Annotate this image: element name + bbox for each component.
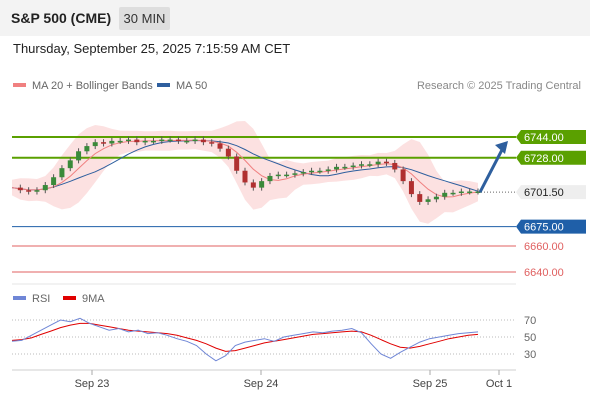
candle-body — [317, 170, 323, 173]
candle-body — [250, 182, 256, 188]
candle-body — [442, 192, 448, 197]
candle-body — [167, 139, 173, 142]
legend-9ma-label: 9MA — [82, 293, 105, 305]
rsi-swatch — [13, 296, 26, 301]
current-price-tag — [516, 185, 586, 200]
candle-body — [284, 174, 290, 177]
candle-body — [126, 139, 131, 142]
candle-body — [458, 191, 464, 194]
x-label-1: Sep 24 — [244, 378, 279, 390]
legend-ma50-label: MA 50 — [176, 80, 208, 92]
candle-body — [309, 170, 315, 173]
target-arrow-head — [495, 141, 508, 154]
level-6675-label: 6675.00 — [524, 222, 564, 234]
level-6744-label-tag — [516, 130, 586, 144]
timeframe-badge[interactable]: 30 MIN — [119, 7, 170, 30]
candle-body — [59, 168, 65, 178]
rsi-line — [11, 317, 479, 362]
ma9-swatch — [63, 296, 76, 301]
candle-body — [192, 139, 198, 142]
ma20-line — [11, 139, 479, 198]
candle-body — [76, 151, 82, 161]
candle-body — [117, 140, 123, 143]
candle-body — [292, 173, 298, 175]
candle-body — [259, 181, 265, 188]
candle-body — [200, 139, 206, 143]
candle-body — [408, 181, 414, 195]
candle-body — [300, 172, 306, 174]
candle-body — [367, 164, 373, 166]
candle-body — [359, 164, 364, 166]
legend-ma20-label: MA 20 + Bollinger Bands — [32, 80, 153, 92]
candle-body — [92, 142, 98, 147]
candle-body — [234, 156, 240, 171]
legend-rsi: RSI — [13, 293, 50, 305]
legend-ma20: MA 20 + Bollinger Bands — [13, 80, 153, 92]
candle-body — [350, 165, 356, 168]
candle-body — [433, 196, 439, 200]
ma20-swatch — [13, 83, 26, 88]
candle-body — [217, 143, 223, 149]
candle-body — [142, 140, 148, 143]
datetime-label: Thursday, September 25, 2025 7:15:59 AM … — [13, 41, 291, 56]
candle-body — [267, 175, 273, 182]
level-6744-label: 6744.00 — [524, 132, 564, 144]
legend-rsi-label: RSI — [32, 293, 51, 305]
candle-body — [42, 185, 48, 191]
candle-body — [209, 142, 215, 144]
x-label-3: Oct 1 — [486, 378, 512, 390]
level-6675-label-tag — [516, 219, 586, 234]
candle-body — [67, 160, 73, 169]
instrument-title: S&P 500 (CME) — [11, 10, 112, 26]
x-label-2: Sep 25 — [413, 378, 448, 390]
legend-ma50: MA 50 — [157, 80, 207, 92]
candle-body — [242, 170, 248, 183]
candle-body — [34, 190, 40, 192]
candle-body — [84, 146, 90, 152]
candle-body — [275, 174, 281, 177]
candle-body — [425, 199, 431, 202]
candle-body — [375, 161, 381, 165]
candle-body — [134, 139, 140, 143]
rsi-tick-70: 70 — [524, 315, 536, 327]
candle-body — [150, 140, 156, 143]
candle-body — [400, 169, 406, 182]
header-bar: S&P 500 (CME) 30 MIN — [0, 0, 590, 36]
ma50-swatch — [157, 83, 170, 88]
level-6728-label-tag — [516, 150, 586, 165]
rsi-tick-50: 50 — [524, 332, 536, 344]
candle-body — [417, 194, 423, 202]
rsi-tick-30: 30 — [524, 349, 536, 361]
candle-body — [392, 162, 398, 170]
candle-body — [159, 139, 165, 142]
candle-body — [225, 148, 231, 157]
candle-body — [26, 190, 32, 192]
candle-body — [184, 140, 190, 143]
candle-body — [334, 166, 340, 170]
credit-text: Research © 2025 Trading Central — [416, 80, 581, 92]
x-label-0: Sep 23 — [75, 378, 110, 390]
level-6728-label: 6728.00 — [524, 153, 564, 165]
candle-body — [17, 187, 23, 191]
candle-body — [109, 140, 115, 144]
candle-body — [175, 139, 181, 142]
candle-body — [101, 142, 107, 144]
target-arrow-shaft — [478, 145, 506, 193]
candle-body — [383, 161, 389, 164]
level-6660-label: 6660.00 — [524, 241, 564, 253]
level-6640-label: 6640.00 — [524, 267, 564, 279]
legend-9ma: 9MA — [63, 293, 105, 305]
current-price-label: 6701.50 — [524, 187, 564, 199]
candle-body — [467, 191, 473, 194]
candle-body — [325, 169, 331, 171]
candle-body — [450, 192, 456, 195]
candle-body — [342, 166, 348, 169]
candle-body — [51, 177, 57, 186]
